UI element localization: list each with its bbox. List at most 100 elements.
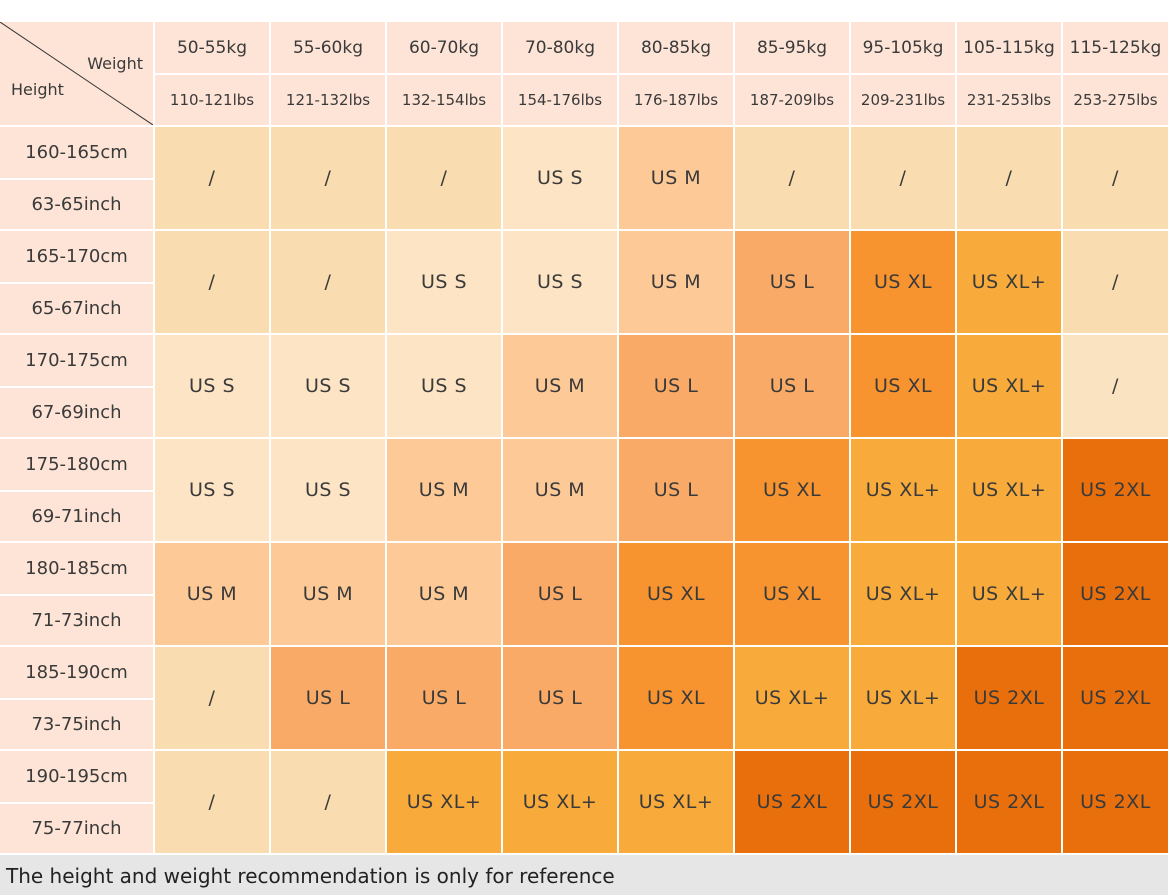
size-cell: US XL [619,647,733,749]
size-cell: US L [735,231,849,333]
size-cell: US 2XL [957,647,1061,749]
size-cell: US XL [851,335,955,437]
weight-lbs-header: 253-275lbs [1063,75,1168,125]
size-cell: US XL+ [735,647,849,749]
weight-kg-header: 70-80kg [503,22,617,73]
size-cell: US XL+ [851,439,955,541]
size-cell: / [735,127,849,229]
size-cell: US 2XL [1063,647,1168,749]
size-cell: US XL [851,231,955,333]
size-cell: US L [503,647,617,749]
weight-kg-header: 95-105kg [851,22,955,73]
weight-lbs-header: 154-176lbs [503,75,617,125]
size-cell: US S [155,439,269,541]
size-cell: / [1063,231,1168,333]
size-cell: US 2XL [1063,439,1168,541]
size-cell: US S [271,335,385,437]
height-cm: 170-175cm [0,335,153,386]
corner-diagonal [0,22,153,125]
size-cell: / [155,751,269,853]
size-cell: US M [503,439,617,541]
size-cell: / [1063,335,1168,437]
size-cell: US 2XL [735,751,849,853]
size-cell: US L [387,647,501,749]
height-cm: 190-195cm [0,751,153,802]
size-cell: / [155,647,269,749]
height-cm: 160-165cm [0,127,153,178]
size-cell: / [387,127,501,229]
size-cell: / [1063,127,1168,229]
size-cell: US M [619,231,733,333]
size-cell: US L [503,543,617,645]
size-cell: / [271,127,385,229]
weight-kg-header: 60-70kg [387,22,501,73]
height-cm: 180-185cm [0,543,153,594]
corner-cell: Weight Height [0,22,153,125]
height-inch: 63-65inch [0,180,153,229]
weight-lbs-header: 187-209lbs [735,75,849,125]
footer-note: The height and weight recommendation is … [0,855,1168,895]
size-cell: US L [619,439,733,541]
height-inch: 73-75inch [0,700,153,749]
size-cell: US M [387,543,501,645]
size-cell: US M [503,335,617,437]
weight-kg-header: 115-125kg [1063,22,1168,73]
size-cell: US M [271,543,385,645]
size-cell: US XL+ [503,751,617,853]
weight-label: Weight [87,54,143,73]
size-cell: US XL+ [957,439,1061,541]
size-cell: / [155,127,269,229]
size-cell: US S [503,127,617,229]
size-cell: US M [387,439,501,541]
size-cell: US XL+ [851,543,955,645]
weight-kg-header: 50-55kg [155,22,269,73]
height-inch: 65-67inch [0,284,153,333]
size-cell: US M [155,543,269,645]
size-cell: US XL [735,439,849,541]
size-cell: / [957,127,1061,229]
size-cell: US 2XL [1063,751,1168,853]
size-cell: US L [735,335,849,437]
weight-kg-header: 105-115kg [957,22,1061,73]
size-cell: / [155,231,269,333]
size-cell: US 2XL [1063,543,1168,645]
size-cell: US XL [619,543,733,645]
size-cell: / [271,751,385,853]
size-cell: US 2XL [957,751,1061,853]
weight-lbs-header: 132-154lbs [387,75,501,125]
height-label: Height [11,80,64,99]
height-cm: 165-170cm [0,231,153,282]
size-cell: US S [503,231,617,333]
height-inch: 69-71inch [0,492,153,541]
weight-lbs-header: 209-231lbs [851,75,955,125]
size-cell: US S [271,439,385,541]
weight-kg-header: 55-60kg [271,22,385,73]
size-cell: US 2XL [851,751,955,853]
height-cm: 175-180cm [0,439,153,490]
size-cell: US XL+ [957,231,1061,333]
weight-kg-header: 85-95kg [735,22,849,73]
size-cell: US XL+ [619,751,733,853]
weight-kg-header: 80-85kg [619,22,733,73]
weight-lbs-header: 110-121lbs [155,75,269,125]
size-cell: US XL [735,543,849,645]
size-cell: US M [619,127,733,229]
size-cell: US XL+ [957,543,1061,645]
size-cell: US L [619,335,733,437]
weight-lbs-header: 231-253lbs [957,75,1061,125]
size-cell: US L [271,647,385,749]
size-cell: / [271,231,385,333]
height-inch: 75-77inch [0,804,153,853]
size-cell: US XL+ [387,751,501,853]
height-inch: 67-69inch [0,388,153,437]
height-cm: 185-190cm [0,647,153,698]
size-cell: US S [387,231,501,333]
weight-lbs-header: 176-187lbs [619,75,733,125]
size-cell: US S [387,335,501,437]
weight-lbs-header: 121-132lbs [271,75,385,125]
size-cell: US XL+ [851,647,955,749]
size-cell: US S [155,335,269,437]
size-cell: US XL+ [957,335,1061,437]
size-cell: / [851,127,955,229]
